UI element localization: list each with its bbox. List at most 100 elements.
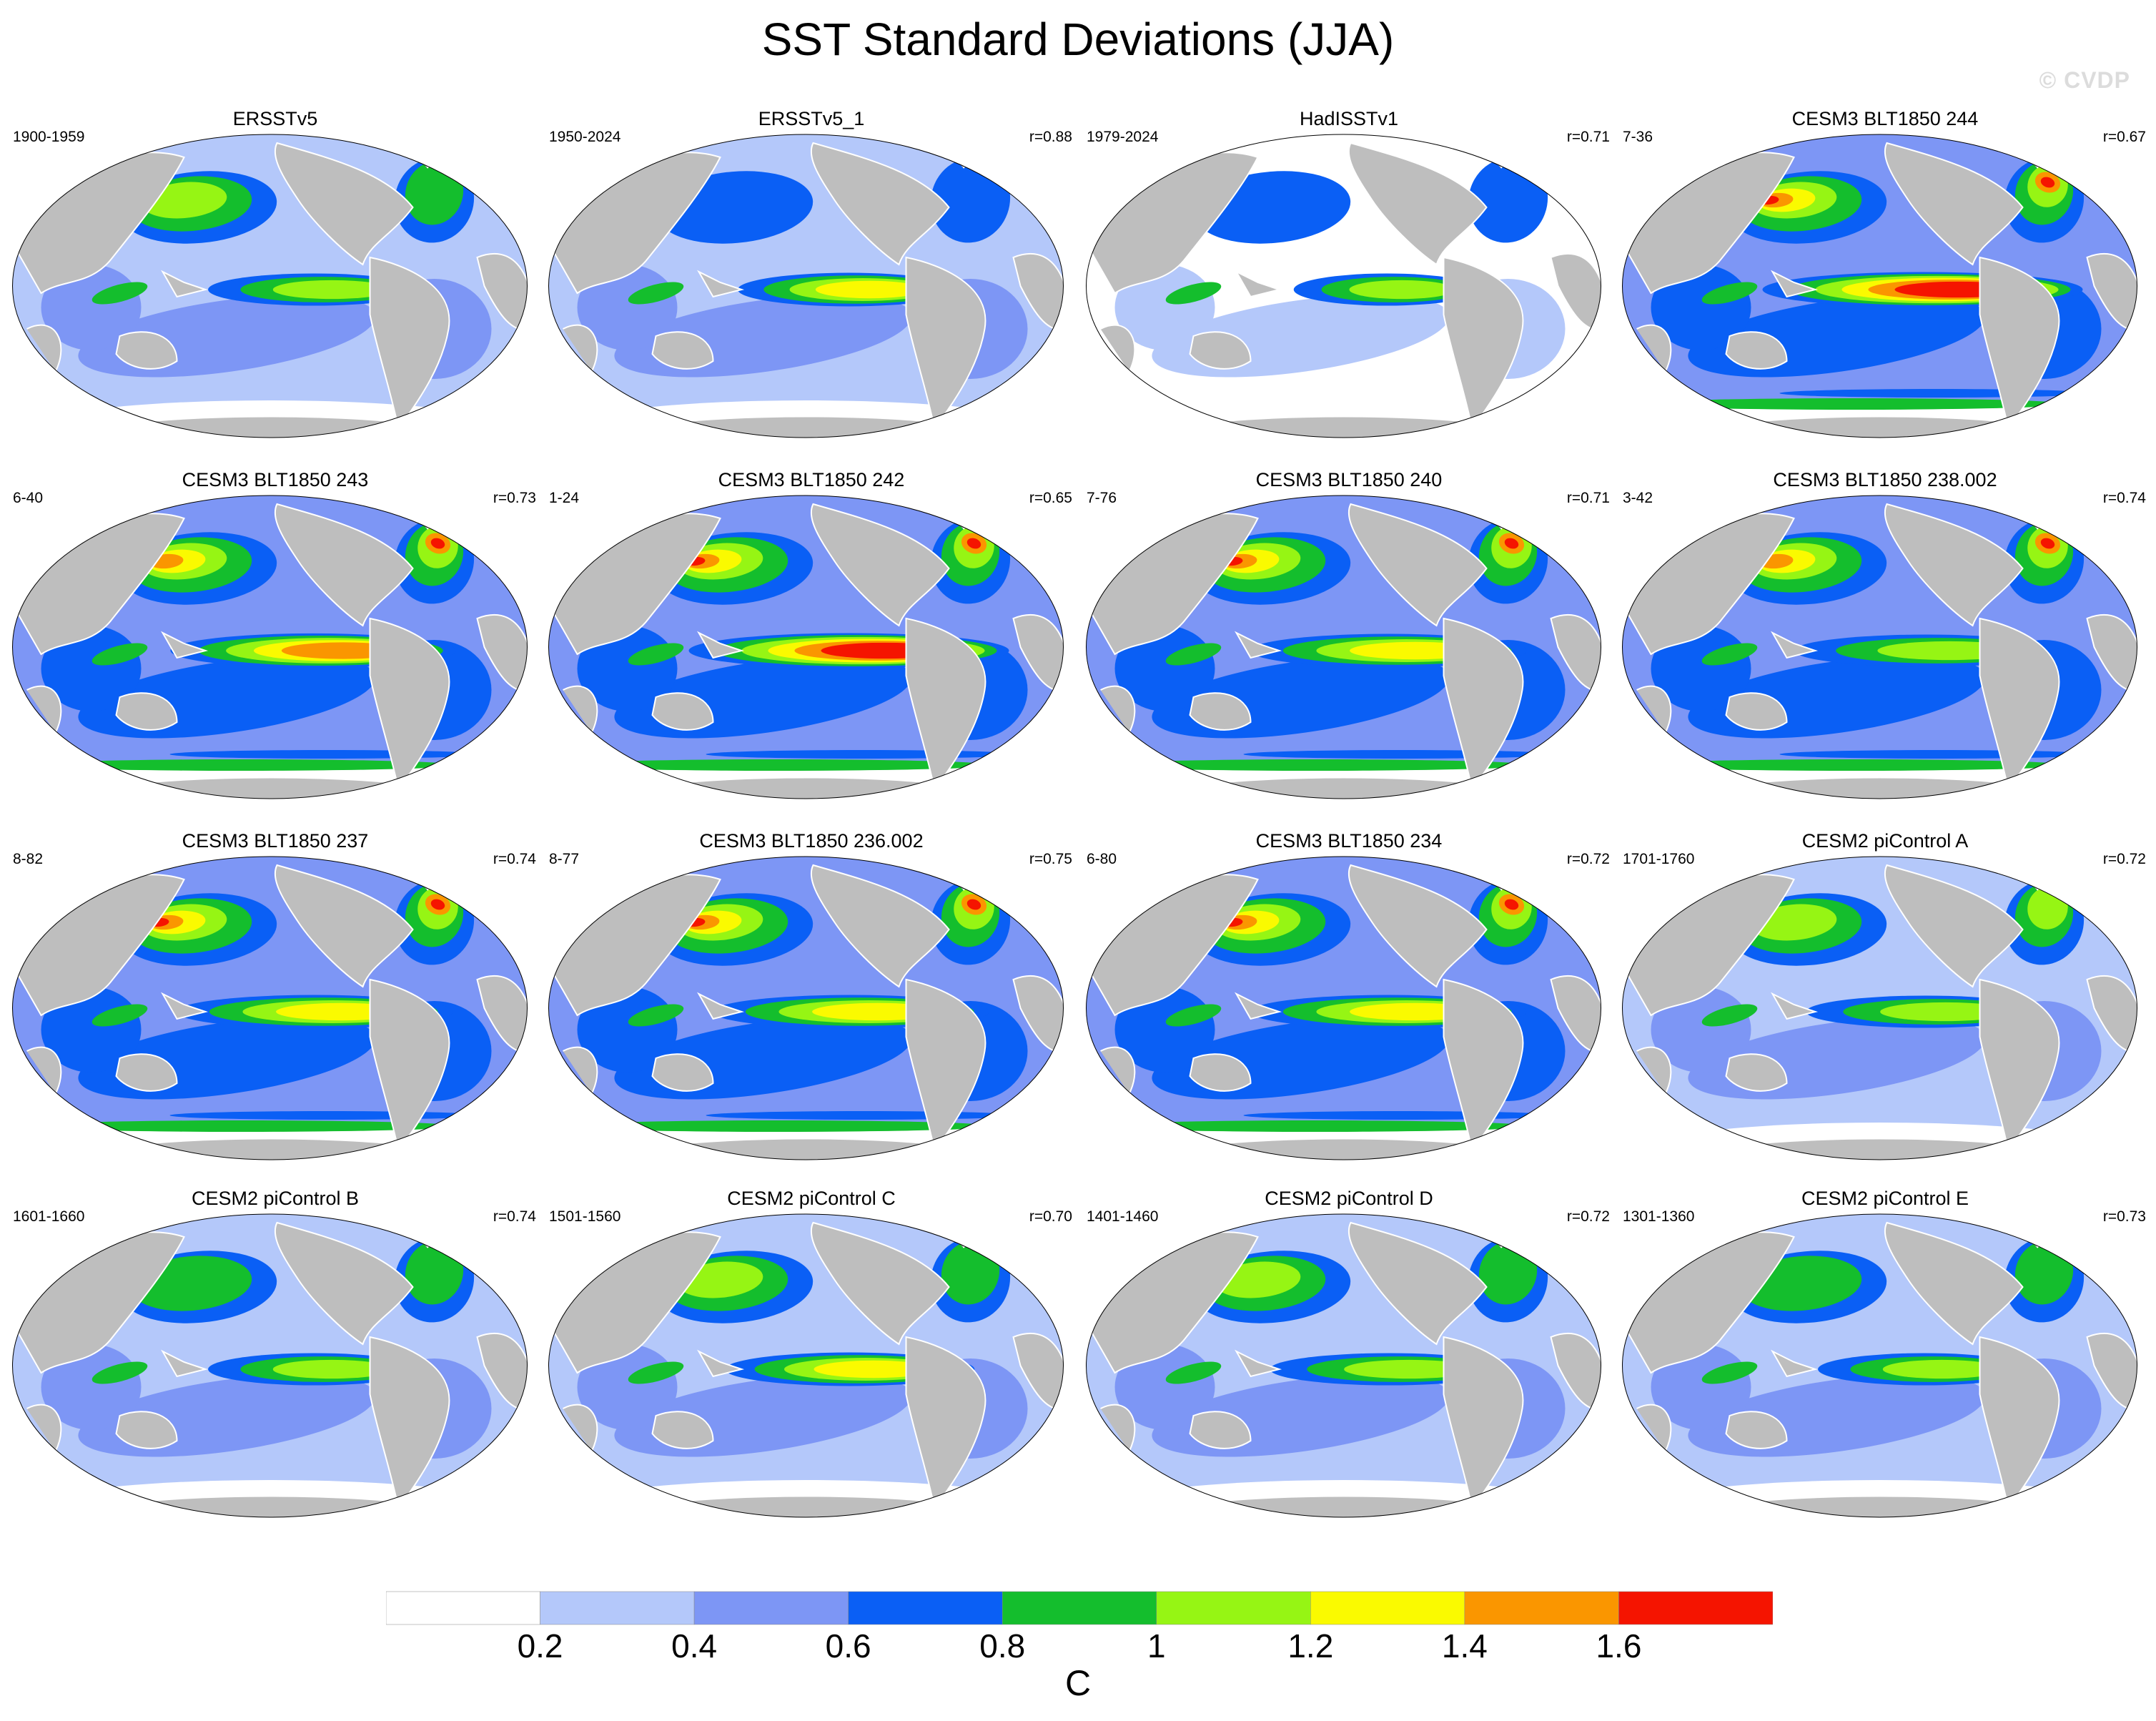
map-panel-grid: ERSSTv5 1900-1959 ERSSTv5_1 1950-2024 r=0.88… <box>7 107 2153 1544</box>
panel-title: CESM3 BLT1850 244 <box>1791 108 1979 129</box>
map-panel: ERSSTv5 1900-1959 <box>7 107 543 465</box>
sst-map <box>12 134 528 438</box>
colorbar-swatch <box>848 1591 1003 1625</box>
colorbar-tick-label: 1.6 <box>1596 1627 1642 1665</box>
panel-title: CESM3 BLT1850 237 <box>182 830 369 852</box>
sst-map <box>1622 134 2137 438</box>
map-panel: CESM3 BLT1850 234 6-80 r=0.72 <box>1081 829 1617 1187</box>
colorbar-swatch <box>1310 1591 1465 1625</box>
panel-title: CESM3 BLT1850 236.002 <box>699 830 924 852</box>
panel-period: 1501-1560 <box>549 1208 621 1225</box>
panel-period: 3-42 <box>1623 490 1653 506</box>
colorbar-tick-label: 0.8 <box>979 1627 1026 1665</box>
sst-map <box>1086 1213 1601 1518</box>
sst-map <box>1622 856 2137 1160</box>
sst-map <box>548 856 1064 1160</box>
sst-map <box>1622 1213 2137 1518</box>
colorbar-swatch <box>693 1591 849 1625</box>
colorbar-tick-label: 0.6 <box>825 1627 871 1665</box>
panel-title: CESM2 piControl C <box>727 1188 896 1209</box>
panel-correlation: r=0.73 <box>493 490 536 506</box>
panel-correlation: r=0.74 <box>493 851 536 867</box>
colorbar-swatch <box>540 1591 695 1625</box>
sst-map <box>1086 856 1601 1160</box>
panel-correlation: r=0.70 <box>1029 1208 1072 1225</box>
panel-correlation: r=0.73 <box>2102 1208 2146 1225</box>
colorbar-swatch <box>1156 1591 1311 1625</box>
map-panel: HadISSTv1 1979-2024 r=0.71 <box>1081 107 1617 465</box>
panel-period: 7-36 <box>1623 129 1653 145</box>
panel-period: 6-80 <box>1087 851 1117 867</box>
panel-period: 1401-1460 <box>1087 1208 1159 1225</box>
panel-period: 6-40 <box>13 490 44 506</box>
colorbar-swatch <box>386 1591 540 1625</box>
panel-title: ERSSTv5 <box>232 108 318 129</box>
panel-period: 7-76 <box>1087 490 1117 506</box>
map-panel: CESM3 BLT1850 238.002 3-42 r=0.74 <box>1617 468 2153 826</box>
panel-correlation: r=0.71 <box>1566 490 1610 506</box>
panel-title: CESM3 BLT1850 234 <box>1255 830 1443 852</box>
map-panel: CESM3 BLT1850 242 1-24 r=0.65 <box>543 468 1079 826</box>
panel-period: 1301-1360 <box>1623 1208 1695 1225</box>
sst-map <box>548 134 1064 438</box>
colorbar-swatch <box>1618 1591 1773 1625</box>
map-panel: CESM3 BLT1850 237 8-82 r=0.74 <box>7 829 543 1187</box>
map-panel: CESM2 piControl D 1401-1460 r=0.72 <box>1081 1187 1617 1544</box>
map-panel: CESM2 piControl B 1601-1660 r=0.74 <box>7 1187 543 1544</box>
sst-map <box>12 495 528 799</box>
panel-title: HadISSTv1 <box>1299 108 1399 129</box>
panel-period: 1979-2024 <box>1087 129 1159 145</box>
sst-map <box>12 856 528 1160</box>
panel-title: CESM2 piControl E <box>1801 1188 1969 1209</box>
panel-correlation: r=0.71 <box>1566 129 1610 145</box>
sst-map <box>1086 495 1601 799</box>
map-panel: CESM3 BLT1850 240 7-76 r=0.71 <box>1081 468 1617 826</box>
panel-period: 1-24 <box>549 490 580 506</box>
colorbar-tick-label: 0.2 <box>517 1627 563 1665</box>
map-panel: CESM3 BLT1850 244 7-36 r=0.67 <box>1617 107 2153 465</box>
colorbar-swatch <box>1002 1591 1157 1625</box>
panel-correlation: r=0.72 <box>2102 851 2146 867</box>
map-panel: CESM3 BLT1850 243 6-40 r=0.73 <box>7 468 543 826</box>
panel-correlation: r=0.74 <box>2102 490 2146 506</box>
figure-title: SST Standard Deviations (JJA) <box>761 14 1395 65</box>
panel-period: 8-77 <box>549 851 580 867</box>
colorbar-swatch <box>1464 1591 1619 1625</box>
panel-correlation: r=0.75 <box>1029 851 1072 867</box>
panel-title: CESM2 piControl D <box>1265 1188 1433 1209</box>
sst-map <box>548 495 1064 799</box>
panel-period: 1950-2024 <box>549 129 621 145</box>
panel-title: CESM3 BLT1850 238.002 <box>1773 469 1997 490</box>
panel-title: CESM3 BLT1850 240 <box>1255 469 1443 490</box>
map-panel: CESM2 piControl C 1501-1560 r=0.70 <box>543 1187 1079 1544</box>
colorbar-unit: C <box>1064 1663 1092 1703</box>
colorbar-tick-label: 0.4 <box>671 1627 718 1665</box>
colorbar-tick-label: 1.4 <box>1441 1627 1488 1665</box>
panel-correlation: r=0.65 <box>1029 490 1072 506</box>
panel-period: 8-82 <box>13 851 44 867</box>
panel-correlation: r=0.72 <box>1566 851 1610 867</box>
panel-correlation: r=0.67 <box>2102 129 2146 145</box>
sst-map <box>1622 495 2137 799</box>
panel-title: CESM3 BLT1850 242 <box>718 469 905 490</box>
panel-title: ERSSTv5_1 <box>758 108 865 129</box>
panel-title: CESM3 BLT1850 243 <box>182 469 369 490</box>
sst-map <box>548 1213 1064 1518</box>
colorbar <box>386 1591 1773 1625</box>
panel-period: 1601-1660 <box>13 1208 85 1225</box>
colorbar-tick-label: 1 <box>1147 1627 1166 1665</box>
panel-correlation: r=0.72 <box>1566 1208 1610 1225</box>
sst-map <box>1086 134 1601 438</box>
map-panel: CESM2 piControl A 1701-1760 r=0.72 <box>1617 829 2153 1187</box>
panel-period: 1701-1760 <box>1623 851 1695 867</box>
colorbar-tick-label: 1.2 <box>1287 1627 1334 1665</box>
panel-correlation: r=0.88 <box>1029 129 1072 145</box>
map-panel: CESM2 piControl E 1301-1360 r=0.73 <box>1617 1187 2153 1544</box>
panel-correlation: r=0.74 <box>493 1208 536 1225</box>
sst-map <box>12 1213 528 1518</box>
map-panel: CESM3 BLT1850 236.002 8-77 r=0.75 <box>543 829 1079 1187</box>
panel-title: CESM2 piControl A <box>1801 830 1969 852</box>
map-panel: ERSSTv5_1 1950-2024 r=0.88 <box>543 107 1079 465</box>
panel-title: CESM2 piControl B <box>191 1188 360 1209</box>
cvdp-watermark: © CVDP <box>2039 67 2130 93</box>
